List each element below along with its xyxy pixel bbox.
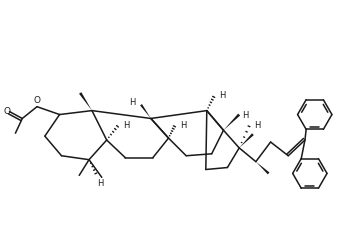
Polygon shape	[256, 162, 270, 174]
Polygon shape	[239, 133, 254, 148]
Polygon shape	[140, 104, 151, 118]
Text: H: H	[180, 121, 186, 130]
Text: H: H	[254, 121, 261, 130]
Text: H: H	[243, 110, 249, 120]
Text: O: O	[34, 96, 41, 105]
Text: H: H	[129, 98, 135, 107]
Text: H: H	[219, 91, 225, 100]
Text: H: H	[123, 121, 129, 130]
Polygon shape	[79, 92, 92, 111]
Polygon shape	[223, 113, 240, 130]
Text: H: H	[97, 179, 103, 188]
Text: O: O	[3, 107, 10, 116]
